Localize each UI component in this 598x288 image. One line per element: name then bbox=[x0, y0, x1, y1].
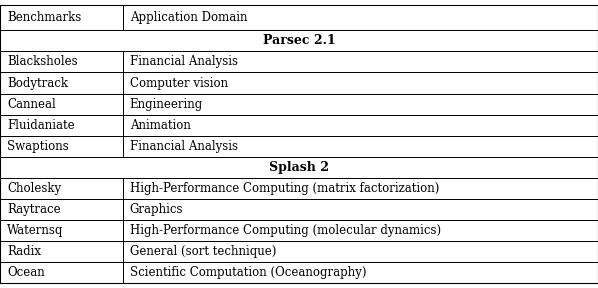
Text: Radix: Radix bbox=[7, 245, 41, 258]
Bar bbox=[123, 220, 598, 241]
Text: Canneal: Canneal bbox=[7, 98, 56, 111]
Text: Scientific Computation (Oceanography): Scientific Computation (Oceanography) bbox=[130, 266, 366, 279]
Text: General (sort technique): General (sort technique) bbox=[130, 245, 276, 258]
Bar bbox=[0, 5, 123, 31]
Bar bbox=[123, 73, 598, 94]
Bar bbox=[0, 136, 123, 157]
Bar bbox=[0, 178, 123, 199]
Text: Animation: Animation bbox=[130, 119, 191, 132]
Bar bbox=[123, 5, 598, 31]
Text: Application Domain: Application Domain bbox=[130, 11, 247, 24]
Bar bbox=[0, 73, 123, 94]
Bar bbox=[0, 157, 598, 178]
Bar bbox=[123, 241, 598, 262]
Text: Blacksholes: Blacksholes bbox=[7, 56, 78, 69]
Bar bbox=[0, 220, 123, 241]
Text: Computer vision: Computer vision bbox=[130, 77, 228, 90]
Bar bbox=[0, 199, 123, 220]
Bar bbox=[123, 115, 598, 136]
Bar bbox=[0, 262, 123, 283]
Text: Splash 2: Splash 2 bbox=[269, 161, 329, 174]
Text: Engineering: Engineering bbox=[130, 98, 203, 111]
Text: Graphics: Graphics bbox=[130, 203, 183, 216]
Bar bbox=[0, 94, 123, 115]
Text: High-Performance Computing (molecular dynamics): High-Performance Computing (molecular dy… bbox=[130, 224, 441, 237]
Bar bbox=[123, 136, 598, 157]
Bar bbox=[123, 262, 598, 283]
Text: Waternsq: Waternsq bbox=[7, 224, 63, 237]
Bar bbox=[0, 31, 598, 52]
Text: Benchmarks: Benchmarks bbox=[7, 11, 81, 24]
Bar bbox=[123, 94, 598, 115]
Text: Parsec 2.1: Parsec 2.1 bbox=[263, 35, 335, 48]
Text: Cholesky: Cholesky bbox=[7, 182, 62, 195]
Bar bbox=[123, 178, 598, 199]
Text: Swaptions: Swaptions bbox=[7, 140, 69, 153]
Text: Financial Analysis: Financial Analysis bbox=[130, 56, 238, 69]
Bar bbox=[0, 241, 123, 262]
Bar bbox=[123, 199, 598, 220]
Bar bbox=[123, 52, 598, 73]
Text: High-Performance Computing (matrix factorization): High-Performance Computing (matrix facto… bbox=[130, 182, 439, 195]
Bar bbox=[0, 115, 123, 136]
Bar bbox=[0, 52, 123, 73]
Text: Fluidaniate: Fluidaniate bbox=[7, 119, 75, 132]
Text: Ocean: Ocean bbox=[7, 266, 45, 279]
Text: Bodytrack: Bodytrack bbox=[7, 77, 68, 90]
Text: Raytrace: Raytrace bbox=[7, 203, 61, 216]
Text: Financial Analysis: Financial Analysis bbox=[130, 140, 238, 153]
